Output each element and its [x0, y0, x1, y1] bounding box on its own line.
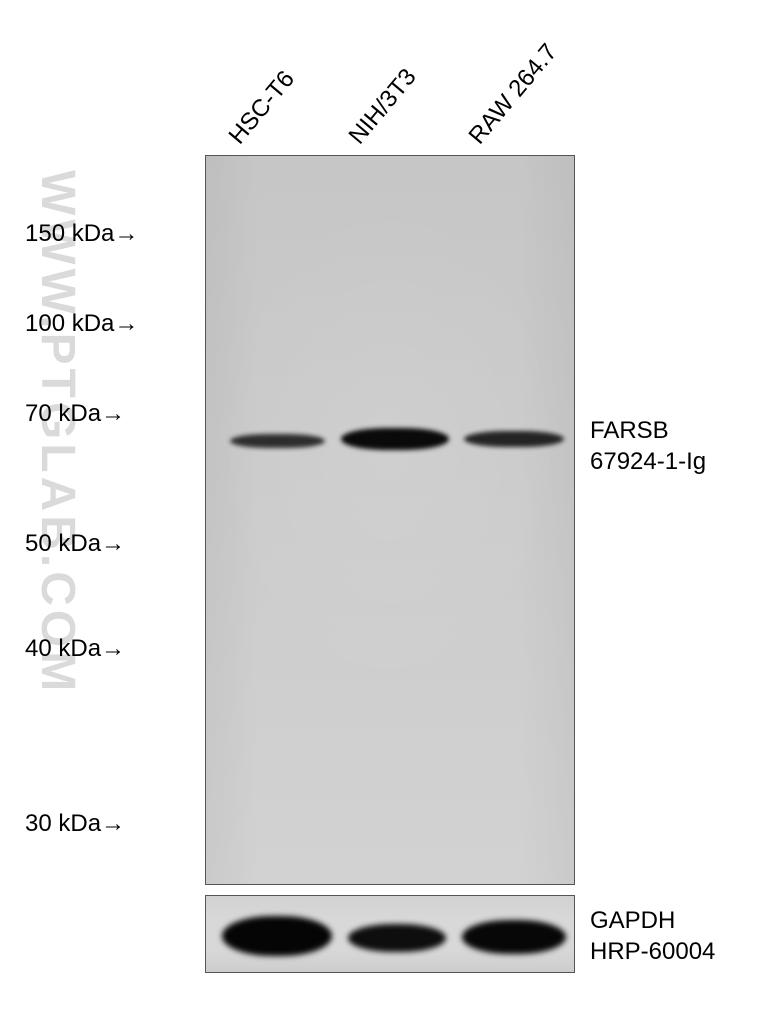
- farsb-band-1: [230, 434, 325, 448]
- mw-marker-150: 150 kDa→: [25, 220, 138, 248]
- mw-marker-70: 70 kDa→: [25, 400, 125, 428]
- mw-marker-40: 40 kDa→: [25, 635, 125, 663]
- mw-marker-100: 100 kDa→: [25, 310, 138, 338]
- antibody-name: FARSB: [590, 415, 706, 446]
- antibody-catalog: 67924-1-Ig: [590, 446, 706, 477]
- gapdh-band-1: [222, 916, 332, 956]
- antibody-label-farsb: FARSB 67924-1-Ig: [590, 415, 706, 477]
- western-blot-figure: WWW.PTGLAB.COM HSC-T6 NIH/3T3 RAW 264.7 …: [0, 0, 769, 1027]
- lane-label-2: NIH/3T3: [344, 64, 423, 150]
- gapdh-band-3: [462, 920, 566, 954]
- farsb-band-2: [341, 428, 449, 450]
- farsb-band-3: [464, 431, 564, 447]
- lane-labels-row: HSC-T6 NIH/3T3 RAW 264.7: [210, 20, 580, 150]
- blot-main-panel: [205, 155, 575, 885]
- lane-label-1: HSC-T6: [224, 66, 301, 150]
- antibody-catalog: HRP-60004: [590, 936, 715, 967]
- antibody-label-gapdh: GAPDH HRP-60004: [590, 905, 715, 967]
- gapdh-band-2: [348, 924, 446, 952]
- lane-label-3: RAW 264.7: [464, 39, 564, 150]
- mw-marker-50: 50 kDa→: [25, 530, 125, 558]
- watermark-text: WWW.PTGLAB.COM: [30, 170, 85, 695]
- blot-gapdh-panel: [205, 895, 575, 973]
- antibody-name: GAPDH: [590, 905, 715, 936]
- mw-marker-30: 30 kDa→: [25, 810, 125, 838]
